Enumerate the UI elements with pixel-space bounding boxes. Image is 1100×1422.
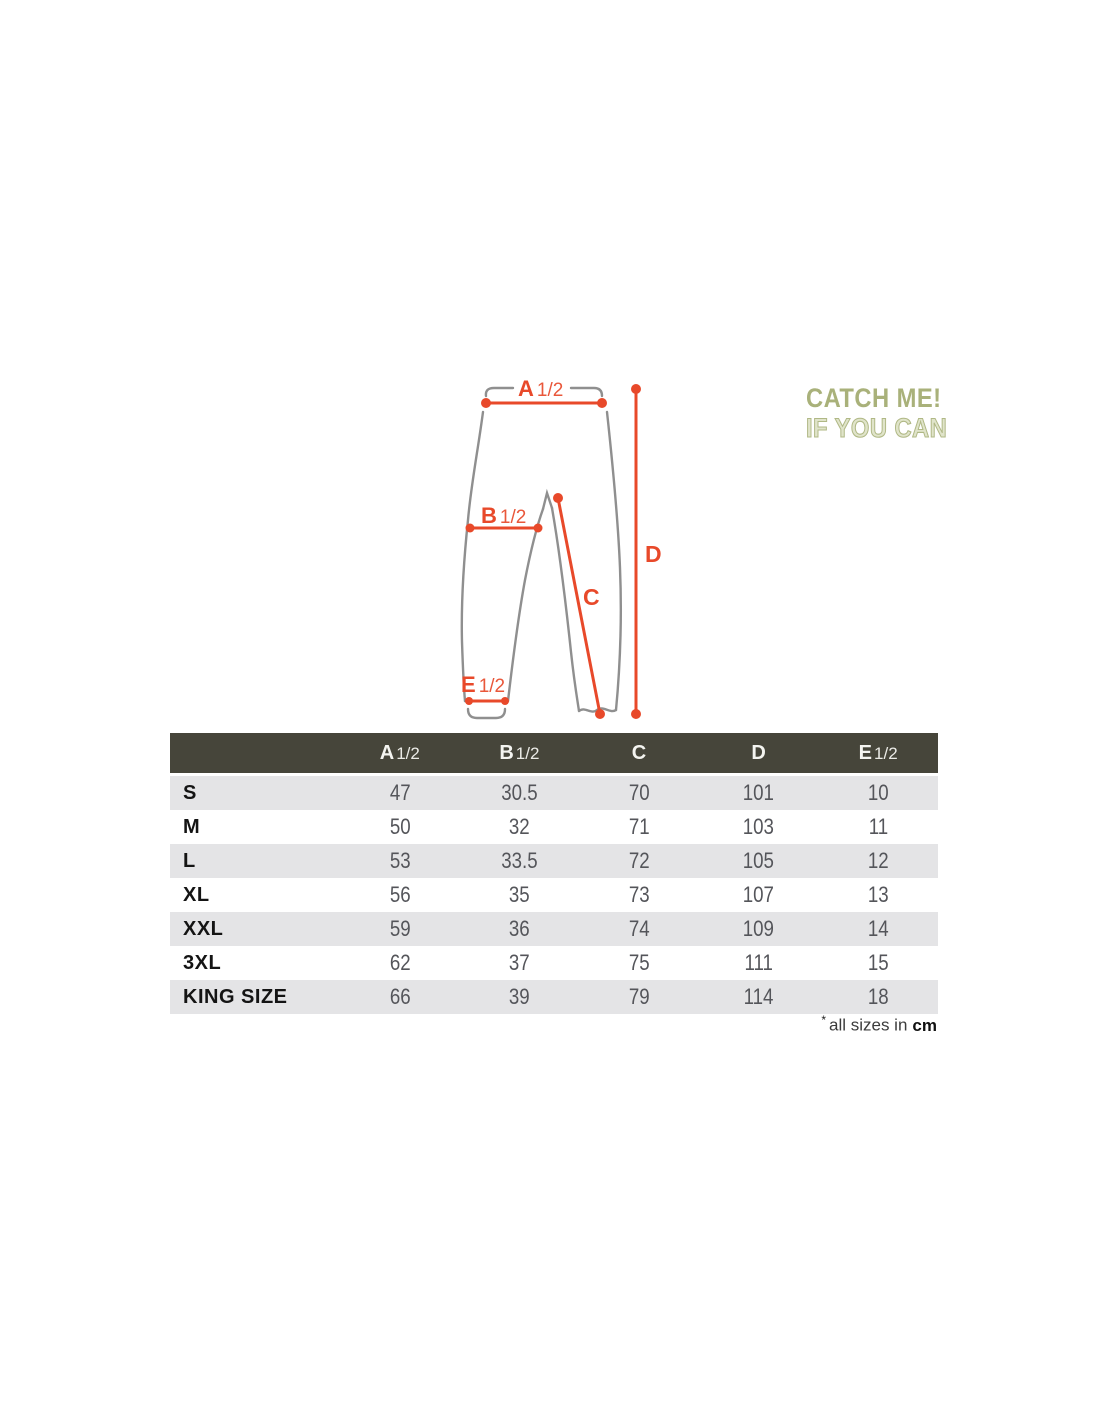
label-a-fraction: 1/2 — [536, 380, 564, 401]
header-col-e: E 1/2 — [858, 741, 898, 764]
size-label: M — [183, 815, 201, 838]
pants-diagram — [460, 384, 641, 720]
table-row: XL 56 35 73 107 13 — [170, 878, 938, 912]
label-a-letter: A — [518, 376, 534, 401]
measurement-label-a: A 1/2 — [518, 376, 564, 401]
table-row: 3XL 62 37 75 111 15 — [170, 946, 938, 980]
label-b-fraction: 1/2 — [499, 507, 527, 528]
label-e-letter: E — [461, 672, 476, 697]
footnote-text: all sizes in — [829, 1015, 908, 1035]
label-b-letter: B — [481, 503, 497, 528]
slogan-line-2: IF YOU CAN — [806, 412, 948, 443]
measurement-label-e: E 1/2 — [461, 672, 506, 697]
measurement-label-b: B 1/2 — [481, 503, 527, 528]
size-table-body: S 47 30.5 70 101 10 M 50 32 71 103 11 L … — [170, 776, 938, 1014]
size-table-header: A 1/2 B 1/2 C D E 1/2 — [170, 733, 938, 773]
table-row: L 53 33.5 72 105 12 — [170, 844, 938, 878]
size-table: A 1/2 B 1/2 C D E 1/2 S 47 30.5 70 101 10 M… — [170, 733, 938, 1014]
size-label: KING SIZE — [183, 985, 288, 1008]
table-row: S 47 30.5 70 101 10 — [170, 776, 938, 810]
table-row: KING SIZE 66 39 79 114 18 — [170, 980, 938, 1014]
size-label: S — [183, 781, 197, 804]
label-d-letter: D — [645, 541, 662, 567]
slogan-line-1: CATCH ME! — [806, 383, 942, 413]
label-e-fraction: 1/2 — [478, 676, 506, 697]
measurement-label-d: D — [645, 543, 662, 566]
table-row: M 50 32 71 103 11 — [170, 810, 938, 844]
header-col-d: D — [751, 741, 766, 764]
pants-outline — [460, 386, 622, 720]
measurement-label-c: C — [583, 586, 600, 609]
size-label: 3XL — [183, 951, 222, 974]
label-c-letter: C — [583, 584, 600, 610]
header-col-c: C — [631, 741, 647, 764]
footnote-unit: cm — [912, 1015, 937, 1035]
measurement-lines — [465, 384, 641, 719]
size-label: L — [183, 849, 196, 872]
units-footnote: * all sizes in cm — [821, 1013, 937, 1036]
header-col-b: B 1/2 — [499, 741, 540, 764]
footnote-asterisk: * — [821, 1013, 826, 1027]
size-label: XL — [183, 883, 210, 906]
brand-slogan: CATCH ME! IF YOU CAN — [806, 383, 948, 444]
table-row: XXL 59 36 74 109 14 — [170, 912, 938, 946]
size-label: XXL — [183, 917, 224, 940]
header-col-a: A 1/2 — [379, 741, 420, 764]
